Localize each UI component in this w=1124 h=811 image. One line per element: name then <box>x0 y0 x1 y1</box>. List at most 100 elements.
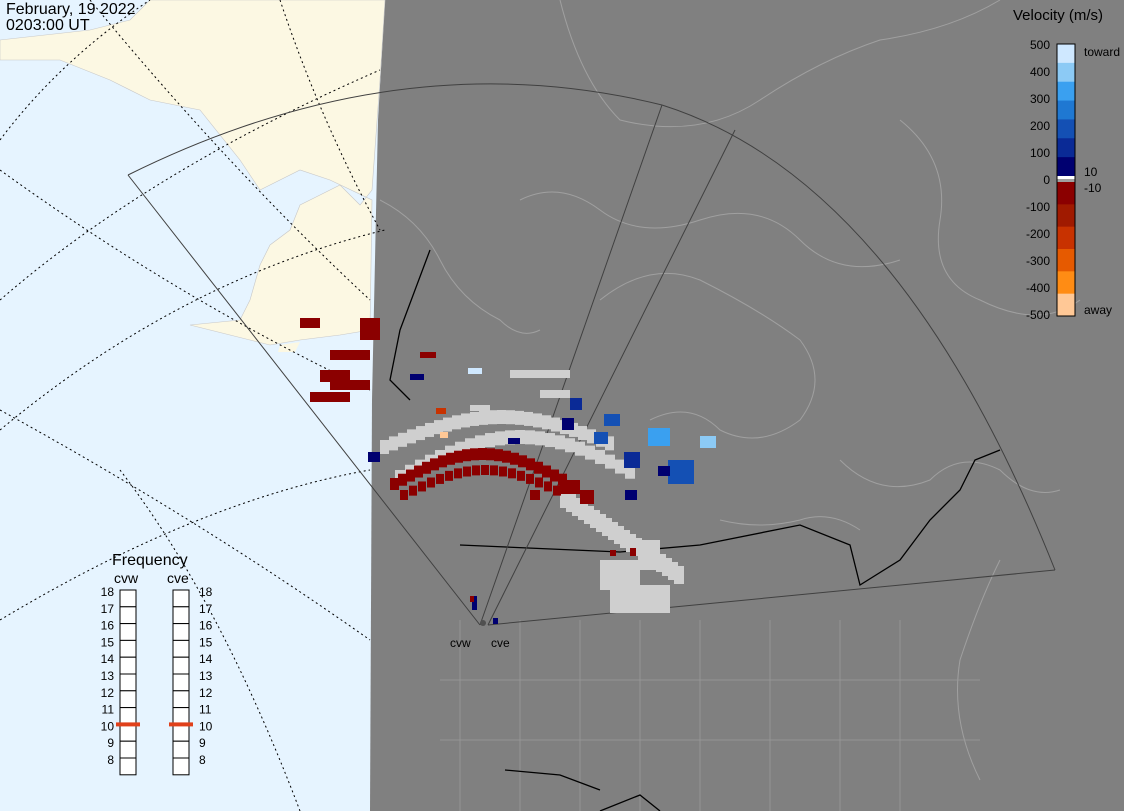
scatter-cell <box>648 428 670 446</box>
scatter-cell <box>555 435 565 450</box>
frequency-cell <box>172 606 190 625</box>
scatter-cell <box>470 596 474 602</box>
scatter-cell <box>656 554 666 572</box>
fov-cvw-arc <box>127 83 663 176</box>
scatter-cell <box>524 411 533 426</box>
colorbar-swatch <box>1057 44 1075 64</box>
date-label: February, 19 2022 <box>6 1 136 18</box>
frequency-title: Frequency <box>112 552 188 569</box>
frequency-selected-marker <box>169 722 193 727</box>
scatter-cell <box>427 477 435 488</box>
field-of-view <box>127 83 1056 626</box>
scatter-cell <box>465 438 475 453</box>
colorbar-swatch <box>1057 119 1075 139</box>
scatter-cell <box>594 432 608 444</box>
scatter-cell <box>595 449 605 464</box>
scatter-cell <box>461 413 470 428</box>
scatter-cell <box>434 420 443 435</box>
scatter-cell <box>425 422 434 437</box>
scatter-cell <box>475 435 485 450</box>
scatter-cell <box>533 413 542 428</box>
colorbar-tick-label: 400 <box>1030 65 1050 79</box>
scatter-cell <box>565 438 575 453</box>
frequency-cell <box>119 690 137 709</box>
scatter-cell <box>310 392 350 402</box>
scatter-cell <box>330 350 370 360</box>
frequency-cvw-label: cvw <box>114 570 139 586</box>
scatter-cell <box>632 538 642 556</box>
scatter-cell <box>602 518 612 536</box>
state-borders <box>440 620 980 811</box>
scatter-cell <box>610 550 616 556</box>
scatter-cell <box>517 470 525 481</box>
scatter-cell <box>625 490 637 500</box>
scatter-cell <box>584 506 594 524</box>
radar-site-marker <box>480 620 486 626</box>
scatter-cell <box>390 478 399 490</box>
scatter-cell <box>558 473 567 486</box>
frequency-cell <box>172 589 190 608</box>
colorbar-swatch <box>1057 182 1075 205</box>
scatter-cell <box>443 417 452 432</box>
colorbar-swatch <box>1057 176 1075 179</box>
scatter-cell <box>566 494 576 512</box>
colorbar-toward: toward <box>1084 45 1120 59</box>
frequency-tick-label: 13 <box>199 669 213 683</box>
scatter-cell <box>587 429 596 444</box>
frequency-tick-label: 16 <box>101 619 115 633</box>
scatter-cell <box>605 454 615 469</box>
scatter-cell <box>422 461 431 474</box>
frequency-tick-label: 10 <box>199 719 213 733</box>
frequency-cell <box>172 656 190 675</box>
colorbar-swatch <box>1057 81 1075 102</box>
scatter-cell <box>445 445 455 460</box>
frequency-cell <box>172 757 190 776</box>
colorbar-tick-label: 300 <box>1030 92 1050 106</box>
colorbar-swatch <box>1057 204 1075 228</box>
scatter-cell <box>380 440 389 454</box>
frequency-tick-label: 14 <box>199 652 213 666</box>
scatter-cell <box>479 410 488 425</box>
frequency-tick-label: 9 <box>199 736 206 750</box>
scatter-cell <box>668 562 678 580</box>
colorbar-swatch <box>1057 271 1075 295</box>
coastlines <box>379 0 1081 781</box>
scatter-cell <box>530 490 540 500</box>
colorbar-swatch <box>1057 249 1075 272</box>
frequency-tick-label: 8 <box>107 753 114 767</box>
scatter-cell <box>545 433 555 448</box>
frequency-tick-label: 14 <box>101 652 115 666</box>
colorbar-small-label: 10 <box>1084 165 1098 179</box>
scatter-cell <box>604 414 620 426</box>
frequency-cell <box>172 623 190 641</box>
us-canada-border <box>459 449 1001 587</box>
scatter-cell <box>626 534 636 552</box>
scatter-cell <box>700 436 716 448</box>
colorbar-swatch <box>1057 226 1075 250</box>
scatter-cell <box>674 566 684 584</box>
fov-cvw-left-edge <box>127 174 481 626</box>
scatter-cell <box>668 460 694 484</box>
frequency-selected-marker <box>116 722 140 727</box>
scatter-cell <box>436 408 446 414</box>
scatter-cell <box>494 449 503 462</box>
frequency-cell <box>172 723 190 742</box>
frequency-cell <box>119 740 137 759</box>
scatter-cell <box>570 398 582 410</box>
colorbar-tick-label: 0 <box>1043 173 1050 187</box>
velocity-colorbar: Velocity (m/s) 500 400 300 200 100 0 -100 -200 -… <box>1013 7 1120 322</box>
scatter-cell <box>542 465 551 478</box>
scatter-cell <box>544 481 552 492</box>
frequency-cell <box>119 673 137 692</box>
scatter-cell <box>560 480 580 494</box>
colorbar-swatch <box>1057 138 1075 158</box>
scatter-cell <box>614 526 624 544</box>
scatter-cell <box>608 522 618 540</box>
colorbar-tick-label: -500 <box>1026 308 1050 322</box>
scatter-cell <box>630 548 636 556</box>
scatter-cell <box>518 455 527 468</box>
frequency-tick-label: 11 <box>102 703 115 717</box>
scatter-cell <box>452 415 461 430</box>
colorbar-swatch <box>1057 157 1075 177</box>
frequency-cell <box>172 707 190 725</box>
